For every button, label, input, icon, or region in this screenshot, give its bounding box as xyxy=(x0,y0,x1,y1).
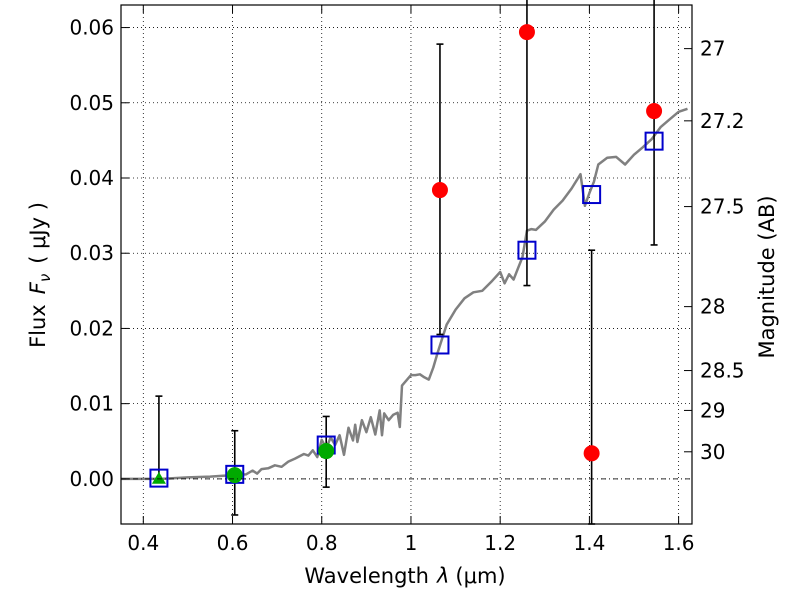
data-point-detections-red xyxy=(583,445,600,462)
y-axis-label-unit: ( μJy ) xyxy=(26,202,50,264)
y2-tick-label: 27.2 xyxy=(700,109,745,133)
x-tick-label: 1.2 xyxy=(484,531,516,555)
y-axis-label: Flux Fν ( μJy ) xyxy=(26,202,54,348)
data-point-detection-green-triangle xyxy=(151,471,166,484)
x-tick-label: 1 xyxy=(405,531,418,555)
x-tick-label: 0.4 xyxy=(127,531,159,555)
data-point-detections-red xyxy=(518,24,535,41)
x-axis-label-symbol: λ xyxy=(436,564,449,588)
data-point-model-photometry xyxy=(430,335,450,355)
series-layer xyxy=(121,0,692,525)
plot-frame xyxy=(120,4,693,525)
x-tick-label: 0.8 xyxy=(306,531,338,555)
y-axis-label-symbol: F xyxy=(26,281,50,294)
data-point-model-photometry xyxy=(582,185,602,205)
y-tick-label: 0.05 xyxy=(69,91,114,115)
x-axis-label-unit: (μm) xyxy=(455,564,505,588)
data-point-model-photometry xyxy=(644,131,664,151)
y-tick-label: 0.04 xyxy=(69,166,114,190)
y-tick-label: 0.00 xyxy=(69,467,114,491)
y2-tick-label: 28.5 xyxy=(700,359,745,383)
y2-tick-label: 30 xyxy=(700,440,725,464)
axes: 0.4 0.6 0.8 1 1.2 1.4 1.6 0.00 0.01 0.02 0.03 0.04 0… xyxy=(69,4,745,555)
y-tick-label: 0.03 xyxy=(69,241,114,265)
data-point-detections-green xyxy=(318,443,335,460)
x-tick-label: 0.6 xyxy=(217,531,249,555)
y2-tick-label: 27 xyxy=(700,37,725,61)
data-point-model-photometry xyxy=(149,468,169,488)
y-axis-label-prefix: Flux xyxy=(26,304,50,348)
x-tick-label: 1.4 xyxy=(573,531,605,555)
data-point-detections-red xyxy=(646,103,663,120)
x-axis-label: Wavelength λ (μm) xyxy=(304,564,505,588)
y-tick-label: 0.01 xyxy=(69,392,114,416)
y2-tick-label: 28 xyxy=(700,295,725,319)
data-point-model-photometry xyxy=(517,240,537,260)
grid xyxy=(121,5,692,524)
data-point-detections-green xyxy=(226,467,243,484)
data-point-detections-red xyxy=(431,182,448,199)
y-tick-label: 0.06 xyxy=(69,16,114,40)
y2-tick-label: 27.5 xyxy=(700,195,745,219)
x-tick-label: 1.6 xyxy=(663,531,695,555)
y-axis-label-subscript: ν xyxy=(36,274,54,282)
x-axis-label-prefix: Wavelength xyxy=(304,564,429,588)
y2-tick-label: 29 xyxy=(700,398,725,422)
y2-axis-label: Magnitude (AB) xyxy=(755,195,779,358)
series-line-model-sed xyxy=(121,107,688,481)
y-tick-label: 0.02 xyxy=(69,316,114,340)
